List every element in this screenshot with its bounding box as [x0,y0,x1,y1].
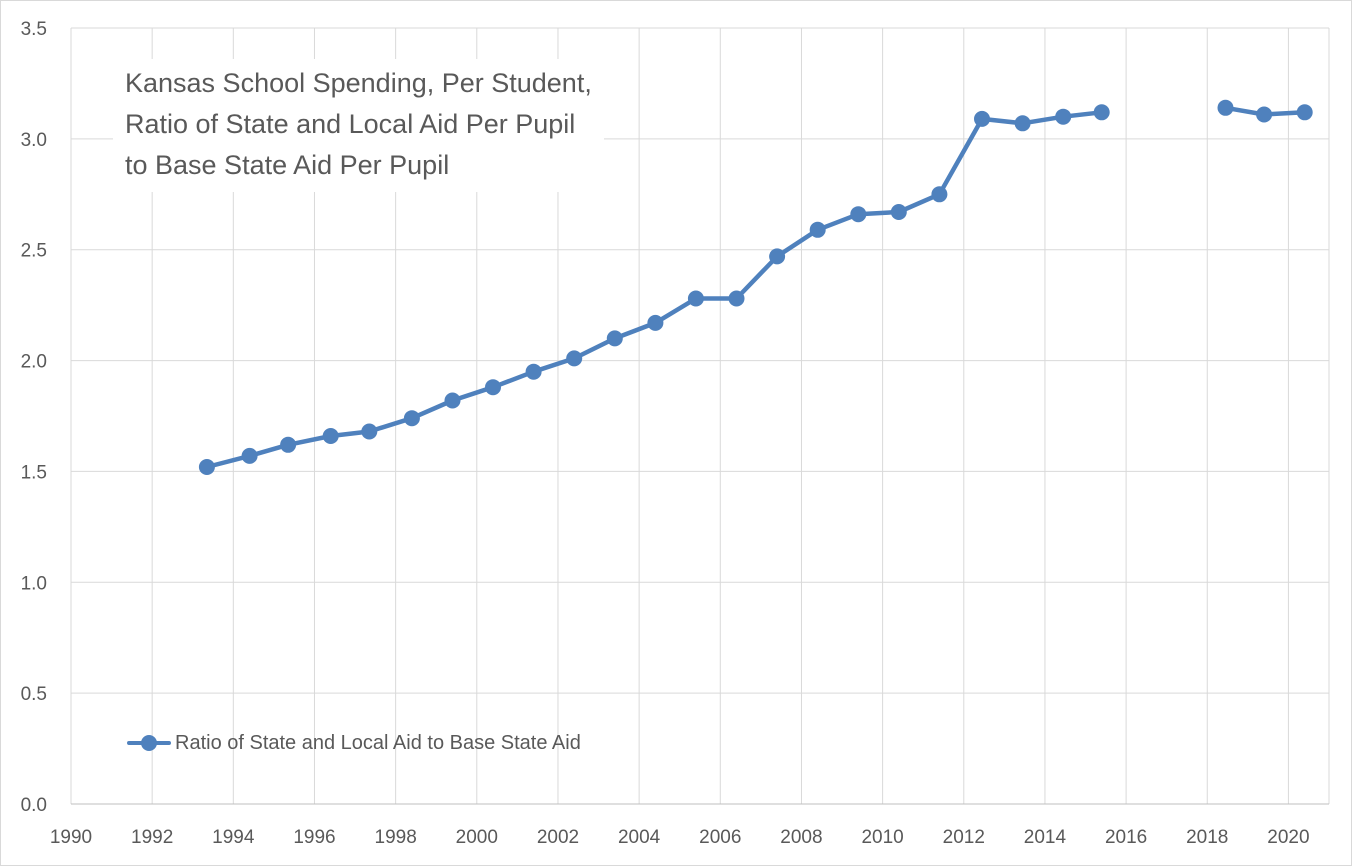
data-point [525,363,542,380]
x-tick-label: 2020 [1267,827,1309,848]
x-tick-label: 1992 [131,827,173,848]
chart-title: Kansas School Spending, Per Student, Rat… [113,59,604,192]
data-point [241,447,258,464]
data-point [1256,106,1273,123]
x-tick-label: 2008 [780,827,822,848]
x-tick-label: 2014 [1024,827,1067,848]
y-tick-label: 1.5 [21,462,47,483]
x-tick-label: 2000 [456,827,498,848]
chart-title-line-2: Ratio of State and Local Aid Per Pupil [125,109,576,139]
data-point [728,290,745,307]
data-point [850,206,867,223]
y-tick-label: 3.5 [21,19,47,40]
x-tick-label: 2018 [1186,827,1228,848]
x-tick-label: 1990 [50,827,92,848]
data-point [647,314,664,331]
y-tick-label: 0.0 [21,795,47,816]
data-point [1296,104,1313,121]
y-tick-label: 2.0 [21,352,47,373]
x-tick-label: 1994 [212,827,255,848]
y-tick-label: 0.5 [21,684,47,705]
data-point [809,221,826,238]
y-tick-label: 1.0 [21,573,47,594]
data-point [769,248,786,265]
x-tick-label: 2004 [618,827,661,848]
data-point [322,428,339,444]
x-tick-label: 2016 [1105,827,1147,848]
data-point [687,290,704,307]
legend-marker-icon [127,729,171,757]
data-point [890,204,907,220]
legend: Ratio of State and Local Aid to Base Sta… [127,729,581,757]
data-point [1217,99,1234,116]
data-point [280,436,297,453]
data-point [1093,104,1110,121]
data-point [566,350,583,367]
data-point [606,330,623,347]
legend-label: Ratio of State and Local Aid to Base Sta… [175,731,581,754]
x-tick-label: 1996 [293,827,335,848]
data-point [1014,115,1031,132]
chart-title-line-1: Kansas School Spending, Per Student, [125,68,592,98]
data-point [931,186,948,203]
data-point [485,379,501,396]
y-tick-label: 2.5 [21,241,47,262]
data-point [198,459,215,475]
data-point [444,392,461,409]
data-point [974,110,990,127]
x-tick-label: 2012 [943,827,985,848]
chart-title-line-3: to Base State Aid Per Pupil [125,150,450,180]
x-tick-label: 2002 [537,827,579,848]
y-tick-label: 3.0 [21,130,47,151]
data-point [1055,108,1072,125]
x-tick-label: 2006 [699,827,741,848]
x-tick-label: 1998 [375,827,417,848]
data-point [403,410,420,427]
x-tick-label: 2010 [861,827,903,848]
data-point [361,423,378,440]
